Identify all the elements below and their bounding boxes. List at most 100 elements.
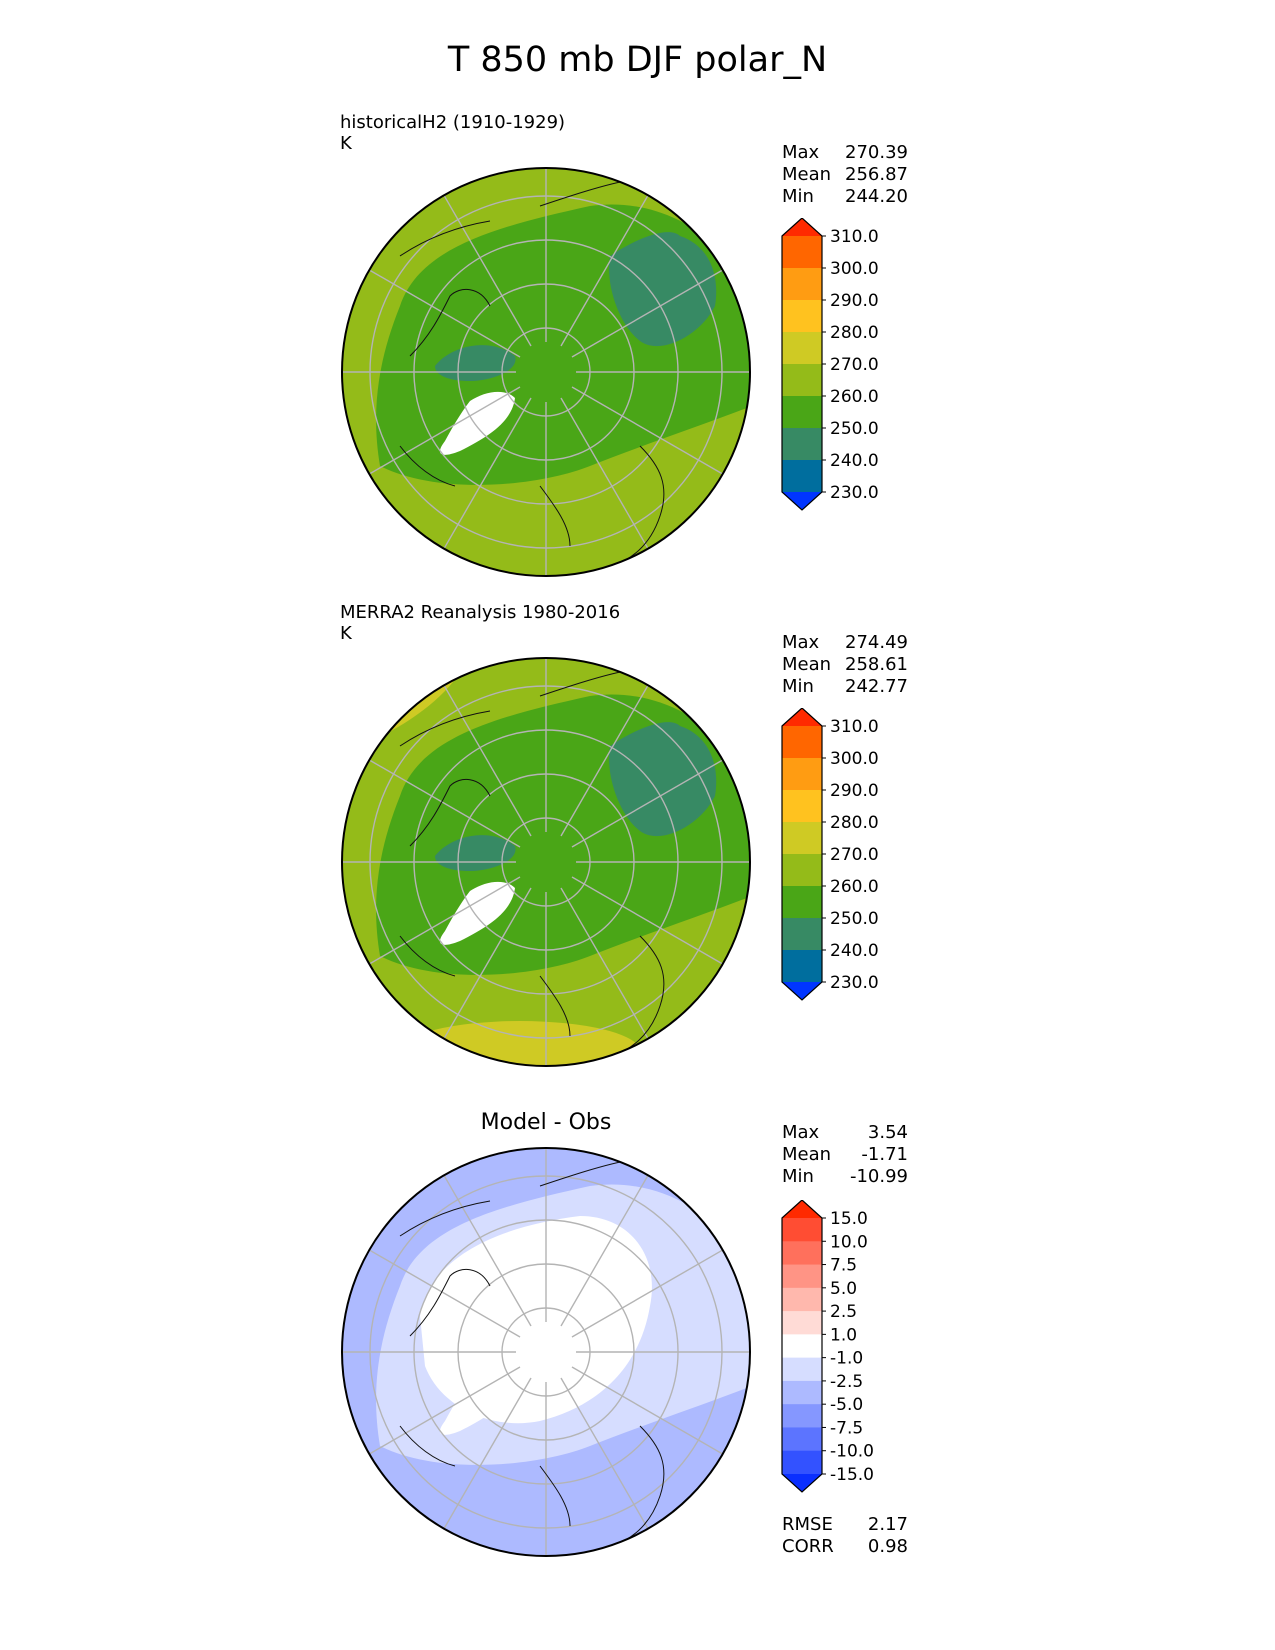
panel-name: historicalH2 (1910-1929) — [340, 112, 566, 133]
colorbar-segment — [782, 1380, 822, 1405]
coastline — [399, 670, 665, 1057]
colorbar-tick-label: 5.0 — [830, 1279, 857, 1299]
colorbar-tick-label: 260.0 — [830, 387, 879, 407]
colorbar-segment — [782, 268, 822, 301]
panel-title-ref: MERRA2 Reanalysis 1980-2016 K — [340, 602, 620, 644]
colorbar-segment — [782, 396, 822, 429]
map-boundary — [341, 167, 751, 577]
meridian-line — [571, 256, 746, 358]
stat-label: RMSE — [782, 1514, 833, 1535]
field-warm-region — [400, 1021, 640, 1066]
meridian-line — [571, 876, 746, 978]
stat-label: Min — [782, 676, 814, 697]
stat-value: 0.98 — [867, 1536, 908, 1557]
map-boundary — [341, 1147, 751, 1557]
colorbar-segment — [782, 364, 822, 397]
field-cold-region — [609, 232, 717, 347]
colorbar-tick-label: -2.5 — [830, 1372, 863, 1392]
stat-label: Min — [782, 1166, 814, 1187]
stat-label: Mean — [782, 164, 832, 185]
colorbar-tick-label: 7.5 — [830, 1256, 857, 1276]
colorbar-segment — [782, 332, 822, 365]
colorbar-tick-label: -7.5 — [830, 1418, 863, 1438]
map-boundary — [341, 657, 751, 1067]
colorbar-tick-label: 240.0 — [830, 451, 879, 471]
greenland-masked-area — [440, 881, 515, 945]
colorbar-tick-label: 240.0 — [830, 941, 879, 961]
colorbar-tick-label: 250.0 — [830, 419, 879, 439]
polar-map-ref — [341, 657, 751, 1067]
colorbar-segment — [782, 428, 822, 461]
field-cold-region — [609, 722, 717, 837]
colorbar-tick-label: 1.0 — [830, 1325, 857, 1345]
stat-value: 2.17 — [867, 1514, 908, 1535]
colorbar-ref: 310.0 300.0 290.0 280.0 270.0 260.0 250.0 240.0… — [781, 708, 879, 1001]
stat-value: 274.49 — [845, 632, 908, 653]
colorbar-segment — [782, 950, 822, 983]
meridian-line — [430, 1377, 532, 1552]
meridian-line — [571, 746, 746, 848]
colorbar-segment — [782, 790, 822, 823]
meridian-line — [571, 386, 746, 488]
meridian-line — [560, 172, 662, 347]
meridian-line — [430, 887, 532, 1062]
panel-units: K — [340, 133, 352, 154]
colorbar-tick-label: -15.0 — [830, 1465, 874, 1485]
greenland-masked-area — [440, 1371, 515, 1435]
meridian-line — [346, 746, 521, 848]
colorbar-segment — [782, 886, 822, 919]
colorbar-segment — [782, 854, 822, 887]
colorbar-tick-label: 280.0 — [830, 813, 879, 833]
coastline — [399, 1160, 665, 1547]
colorbar-tick-label: -10.0 — [830, 1442, 874, 1462]
coastline — [399, 180, 665, 567]
colorbar-segment — [782, 1287, 822, 1312]
colorbar-tick-label: 290.0 — [830, 291, 879, 311]
colorbar-tick-label: 300.0 — [830, 259, 879, 279]
meridian-line — [346, 1236, 521, 1338]
colorbar-extend-bottom — [782, 982, 822, 1000]
colorbar-segment — [782, 1264, 822, 1289]
greenland-masked-area — [440, 391, 515, 455]
stats-ref: Max 274.49 Mean 258.61 Min 242.77 — [782, 632, 908, 698]
polar-map-test — [341, 167, 751, 577]
meridian-line — [560, 397, 662, 572]
colorbar-tick-label: -5.0 — [830, 1395, 863, 1415]
meridian-line — [430, 397, 532, 572]
colorbar-segment — [782, 1427, 822, 1452]
stat-value: 242.77 — [845, 676, 908, 697]
stat-label: Max — [782, 142, 820, 163]
colorbar-segment — [782, 1404, 822, 1428]
colorbar-extend-bottom — [782, 492, 822, 510]
meridian-line — [430, 662, 532, 837]
colorbar-extend-top — [782, 708, 822, 726]
colorbar-test: 310.0 300.0 290.0 280.0 270.0 260.0 250.0 240.0… — [781, 218, 879, 511]
colorbar-tick-label: 310.0 — [830, 227, 879, 247]
meridian-line — [560, 662, 662, 837]
meridian-line — [430, 172, 532, 347]
colorbar-tick-label: 15.0 — [830, 1209, 868, 1229]
stat-value: 3.54 — [867, 1122, 908, 1143]
stat-value: -1.71 — [861, 1144, 908, 1165]
colorbar-diff: 15.0 10.0 7.5 5.0 2.5 1.0 -1.0 -2.5 -5.0 -7.5 -10.… — [781, 1200, 874, 1493]
meridian-line — [346, 876, 521, 978]
colorbar-segment — [782, 1311, 822, 1335]
stat-label: Mean — [782, 1144, 832, 1165]
colorbar-tick-label: 230.0 — [830, 483, 879, 503]
stat-value: -10.99 — [849, 1166, 908, 1187]
colorbar-tick-label: 280.0 — [830, 323, 879, 343]
colorbar-segment — [782, 1241, 822, 1266]
figure-title: T 850 mb DJF polar_N — [447, 40, 828, 80]
meridian-line — [346, 256, 521, 358]
stat-value: 270.39 — [845, 142, 908, 163]
colorbar-tick-label: 270.0 — [830, 845, 879, 865]
meridian-line — [430, 1152, 532, 1327]
meridian-line — [346, 1366, 521, 1468]
colorbar-tick-label: 290.0 — [830, 781, 879, 801]
colorbar-segment — [782, 1218, 822, 1242]
panel-name: MERRA2 Reanalysis 1980-2016 — [340, 602, 621, 623]
colorbar-segment — [782, 1450, 822, 1475]
meridian-line — [571, 1236, 746, 1338]
stats-diff: Max 3.54 Mean -1.71 Min -10.99 — [782, 1122, 908, 1188]
meridian-line — [571, 1366, 746, 1468]
